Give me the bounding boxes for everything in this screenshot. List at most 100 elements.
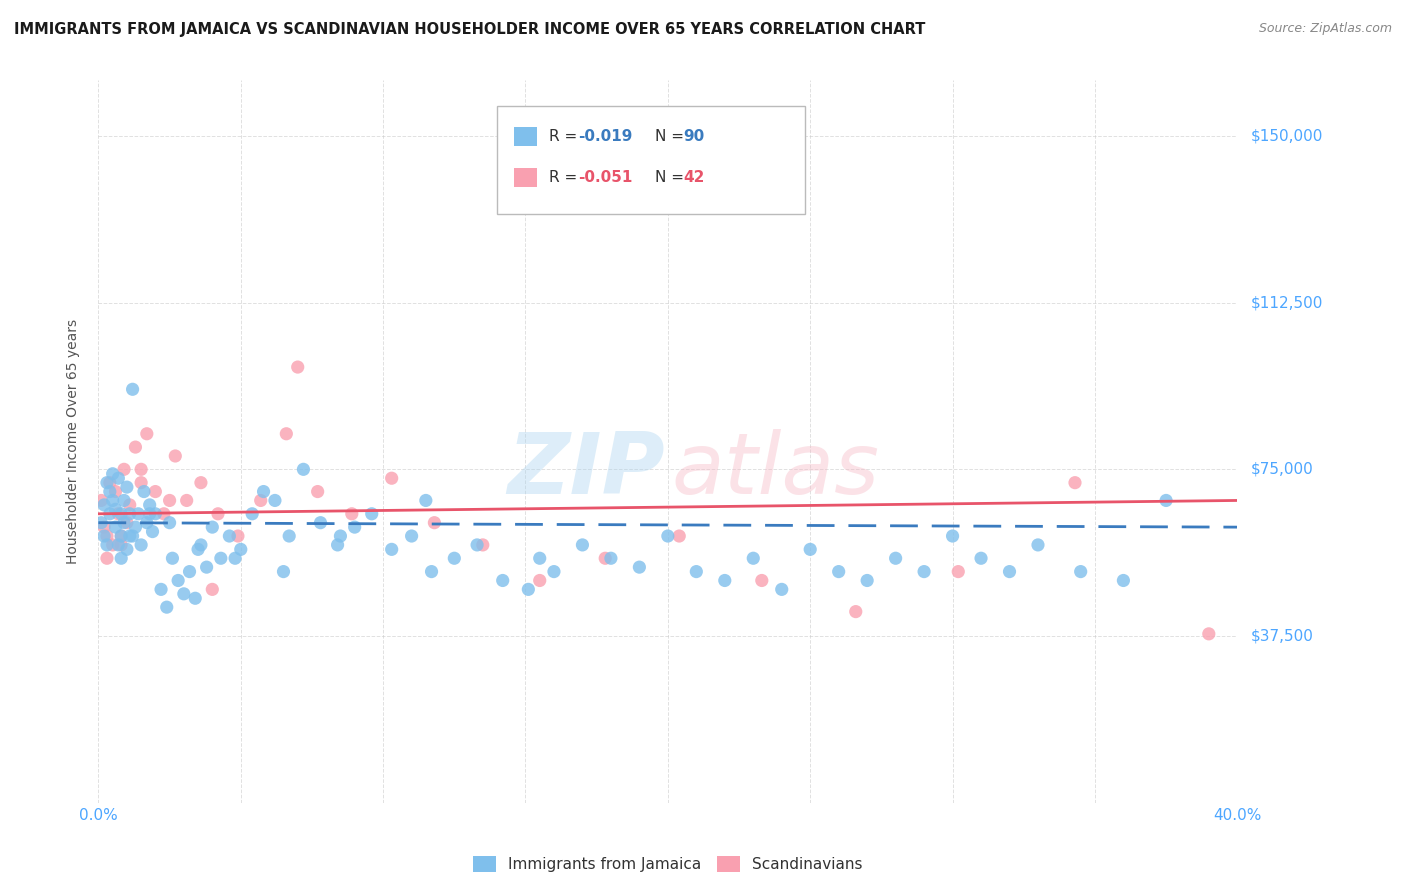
Point <box>343 520 366 534</box>
Point <box>110 507 132 521</box>
Point <box>264 493 287 508</box>
Point <box>195 560 218 574</box>
Point <box>98 484 121 499</box>
Point <box>118 529 141 543</box>
Point <box>115 480 138 494</box>
Point <box>110 551 132 566</box>
Point <box>112 493 135 508</box>
FancyBboxPatch shape <box>498 105 804 214</box>
Point <box>121 382 143 396</box>
Point <box>828 565 851 579</box>
Text: Source: ZipAtlas.com: Source: ZipAtlas.com <box>1258 22 1392 36</box>
Point <box>101 538 124 552</box>
Point <box>465 538 488 552</box>
Point <box>229 542 252 557</box>
Point <box>101 467 124 481</box>
Text: R =: R = <box>548 129 582 145</box>
Point <box>1026 538 1049 552</box>
Point <box>115 542 138 557</box>
Point <box>96 538 118 552</box>
Text: $75,000: $75,000 <box>1251 462 1315 477</box>
Point <box>124 440 146 454</box>
Text: R =: R = <box>548 170 582 186</box>
Point <box>307 484 329 499</box>
Point <box>224 551 246 566</box>
Point <box>628 560 651 574</box>
Point <box>1064 475 1087 490</box>
Point <box>96 551 118 566</box>
Point <box>138 507 160 521</box>
Point <box>201 520 224 534</box>
Text: atlas: atlas <box>671 429 879 512</box>
Point <box>657 529 679 543</box>
Point <box>93 529 115 543</box>
Point <box>110 529 132 543</box>
Point <box>141 524 163 539</box>
Point <box>107 471 129 485</box>
Point <box>93 520 115 534</box>
Point <box>742 551 765 566</box>
Point <box>492 574 515 588</box>
Point <box>132 484 155 499</box>
Point <box>190 475 212 490</box>
Text: N =: N = <box>655 129 689 145</box>
Point <box>543 565 565 579</box>
Point <box>96 475 118 490</box>
Point <box>309 516 332 530</box>
Point <box>998 565 1021 579</box>
Point <box>276 426 298 441</box>
Point <box>1070 565 1092 579</box>
Point <box>107 538 129 552</box>
Point <box>799 542 821 557</box>
Point <box>326 538 349 552</box>
Point <box>159 493 181 508</box>
Point <box>96 529 118 543</box>
Point <box>173 587 195 601</box>
Text: $150,000: $150,000 <box>1251 128 1323 144</box>
Point <box>1198 627 1220 641</box>
Point <box>156 600 179 615</box>
Point <box>127 507 149 521</box>
Point <box>340 507 363 521</box>
Point <box>420 565 443 579</box>
Point <box>207 507 229 521</box>
Legend: Immigrants from Jamaica, Scandinavians: Immigrants from Jamaica, Scandinavians <box>467 850 869 879</box>
Point <box>942 529 965 543</box>
Text: -0.051: -0.051 <box>578 170 633 186</box>
Point <box>90 493 112 508</box>
Point <box>401 529 423 543</box>
Point <box>145 484 167 499</box>
Point <box>110 529 132 543</box>
Point <box>98 507 121 521</box>
Point <box>124 520 146 534</box>
Point <box>685 565 707 579</box>
Point <box>423 516 446 530</box>
Point <box>292 462 315 476</box>
Point <box>176 493 198 508</box>
Text: $37,500: $37,500 <box>1251 629 1315 643</box>
Point <box>118 498 141 512</box>
Point <box>529 574 551 588</box>
Point <box>249 493 271 508</box>
Point <box>93 498 115 512</box>
FancyBboxPatch shape <box>515 169 537 187</box>
Point <box>167 574 190 588</box>
Point <box>856 574 879 588</box>
Point <box>600 551 623 566</box>
Point <box>110 538 132 552</box>
Point <box>714 574 737 588</box>
Point <box>159 516 181 530</box>
Point <box>1112 574 1135 588</box>
Point <box>129 462 152 476</box>
Point <box>135 516 157 530</box>
Point <box>165 449 187 463</box>
Point <box>770 582 793 597</box>
Point <box>278 529 301 543</box>
Point <box>115 516 138 530</box>
Text: 90: 90 <box>683 129 704 145</box>
Point <box>912 565 935 579</box>
Text: -0.019: -0.019 <box>578 129 633 145</box>
Point <box>179 565 201 579</box>
Point <box>112 516 135 530</box>
Point <box>845 605 868 619</box>
